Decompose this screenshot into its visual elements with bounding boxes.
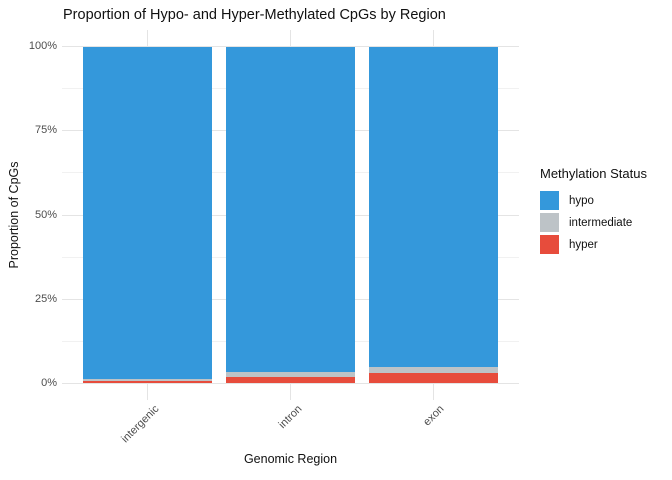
x-axis-title: Genomic Region (243, 452, 338, 466)
legend-item-label: hyper (569, 238, 598, 251)
y-tick-label: 0% (41, 376, 57, 389)
bar-segment-hypo-intergenic (83, 46, 212, 380)
chart-title: Proportion of Hypo- and Hyper-Methylated… (63, 7, 446, 23)
bar-segment-intermediate-exon (369, 366, 498, 373)
y-tick-label: 75% (34, 124, 57, 137)
y-tick-label: 25% (34, 292, 57, 305)
legend-item-hypo: hypo (540, 191, 647, 210)
bar-segment-hypo-intron (226, 46, 355, 373)
plot-panel (62, 30, 519, 400)
bar-segment-intermediate-intron (226, 372, 355, 378)
x-tick-label-intron: intron (276, 403, 304, 431)
bar-segment-intermediate-intergenic (83, 379, 212, 382)
legend-key-swatch (540, 235, 559, 254)
bar-segment-hypo-exon (369, 46, 498, 367)
x-tick-label-intergenic: intergenic (118, 403, 162, 446)
y-tick-label: 50% (34, 208, 57, 221)
legend-key-swatch (540, 213, 559, 232)
legend-item-intermediate: intermediate (540, 213, 647, 232)
legend-title: Methylation Status (540, 166, 647, 181)
legend-item-hyper: hyper (540, 235, 647, 254)
bar-segment-hyper-intron (226, 377, 355, 384)
bar-segment-hyper-intergenic (83, 381, 212, 384)
legend-item-label: intermediate (569, 216, 633, 229)
legend-item-label: hypo (569, 194, 594, 207)
bar-segment-hyper-exon (369, 372, 498, 384)
legend-items: hypo intermediate hyper (540, 191, 647, 254)
y-tick-label: 100% (28, 40, 57, 53)
x-tick-label-exon: exon (421, 403, 447, 429)
legend: Methylation Status hypo intermediate hyper (540, 166, 647, 257)
legend-key-swatch (540, 191, 559, 210)
